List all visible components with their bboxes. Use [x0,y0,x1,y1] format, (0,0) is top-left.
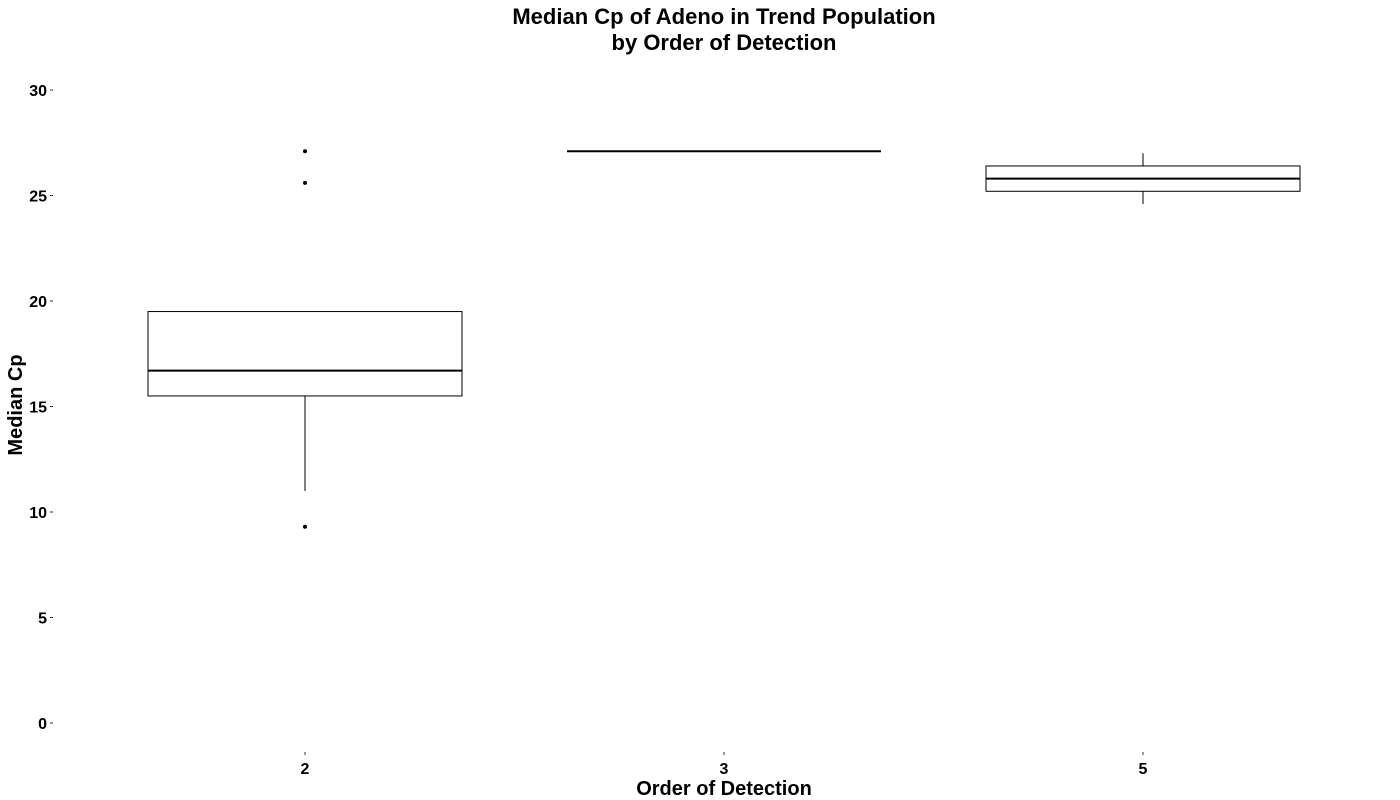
y-tick-label: 0 [38,716,47,733]
outlier-point [303,524,307,529]
outlier-point [303,149,307,154]
y-tick-label: 15 [29,400,47,417]
y-axis: 0 5 10 15 20 25 30 [29,83,53,733]
x-tick-label: 2 [301,761,310,778]
y-axis-title: Median Cp [5,354,27,455]
y-tick-label: 5 [38,611,47,628]
x-axis: 2 3 5 [301,752,1148,778]
y-tick-label: 10 [29,505,47,522]
box-2 [147,149,463,529]
box-series [147,149,1301,529]
x-axis-title: Order of Detection [636,778,812,800]
outlier-point [303,180,307,185]
y-tick-label: 30 [29,83,47,100]
y-tick-label: 25 [29,189,47,206]
x-tick-label: 3 [720,761,729,778]
chart-title: Median Cp of Adeno in Trend Population by… [512,4,935,55]
box-5 [985,153,1301,204]
iqr-box [147,311,463,397]
y-tick-label: 20 [29,294,47,311]
chart-title-line: by Order of Detection [612,30,837,55]
x-tick-label: 5 [1139,761,1148,778]
chart-title-line: Median Cp of Adeno in Trend Population [512,4,935,29]
